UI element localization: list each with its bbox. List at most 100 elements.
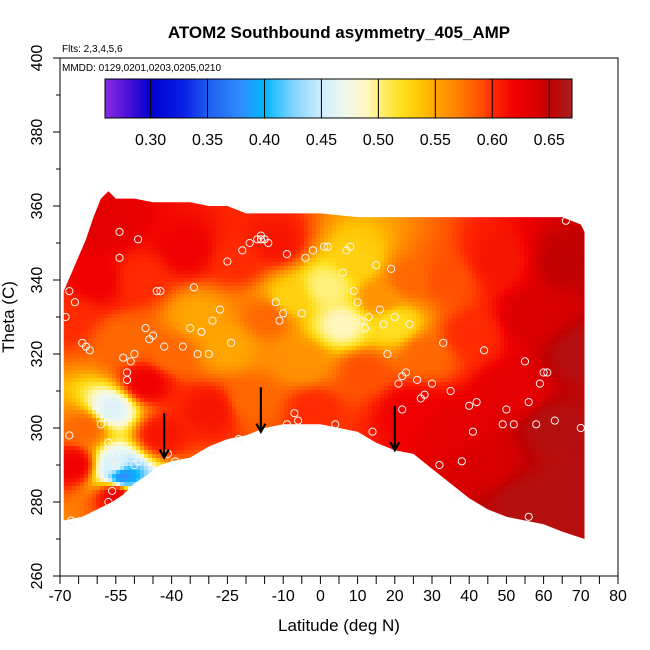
heatmap-cell — [224, 490, 228, 494]
heatmap-cell — [164, 246, 168, 250]
heatmap-cell — [204, 234, 208, 238]
heatmap-cell — [96, 214, 100, 218]
heatmap-cell — [80, 470, 84, 474]
heatmap-cell — [204, 318, 208, 322]
heatmap-cell — [244, 522, 248, 526]
heatmap-cell — [172, 306, 176, 310]
heatmap-cell — [164, 398, 168, 402]
heatmap-cell — [84, 246, 88, 250]
heatmap-cell — [140, 191, 144, 194]
heatmap-cell — [100, 470, 104, 474]
heatmap-cell — [276, 206, 280, 210]
heatmap-cell — [148, 326, 152, 330]
heatmap-cell — [168, 191, 172, 194]
heatmap-cell — [156, 494, 160, 498]
heatmap-cell — [140, 490, 144, 494]
heatmap-cell — [76, 414, 80, 418]
heatmap-cell — [148, 330, 152, 334]
heatmap-cell — [64, 350, 68, 354]
heatmap-cell — [168, 518, 172, 522]
heatmap-cell — [68, 310, 72, 314]
heatmap-cell — [112, 482, 116, 486]
heatmap-cell — [100, 282, 104, 286]
heatmap-cell — [68, 282, 72, 286]
heatmap-cell — [180, 214, 184, 218]
heatmap-cell — [120, 290, 124, 294]
heatmap-cell — [188, 326, 192, 330]
heatmap-cell — [144, 346, 148, 350]
heatmap-cell — [124, 250, 128, 254]
heatmap-cell — [280, 350, 284, 354]
heatmap-cell — [252, 538, 256, 539]
heatmap-cell — [64, 214, 68, 218]
heatmap-cell — [276, 370, 280, 374]
heatmap-cell — [112, 274, 116, 278]
heatmap-cell — [204, 286, 208, 290]
heatmap-cell — [212, 306, 216, 310]
heatmap-cell — [208, 418, 212, 422]
heatmap-cell — [140, 314, 144, 318]
heatmap-cell — [128, 374, 132, 378]
heatmap-cell — [220, 502, 224, 506]
heatmap-cell — [128, 502, 132, 506]
heatmap-cell — [188, 350, 192, 354]
heatmap-cell — [204, 338, 208, 342]
heatmap-cell — [180, 442, 184, 446]
heatmap-cell — [180, 454, 184, 458]
heatmap-cell — [252, 358, 256, 362]
heatmap-cell — [63, 458, 64, 462]
heatmap-cell — [252, 230, 256, 234]
heatmap-cell — [136, 194, 140, 198]
heatmap-cell — [160, 438, 164, 442]
heatmap-cell — [236, 298, 240, 302]
heatmap-cell — [176, 194, 180, 198]
heatmap-cell — [180, 462, 184, 466]
heatmap-cell — [76, 462, 80, 466]
heatmap-cell — [100, 390, 104, 394]
heatmap-cell — [284, 318, 288, 322]
heatmap-cell — [248, 394, 252, 398]
heatmap-cell — [280, 258, 284, 262]
heatmap-cell — [80, 442, 84, 446]
heatmap-cell — [176, 218, 180, 222]
heatmap-cell — [124, 414, 128, 418]
heatmap-cell — [76, 266, 80, 270]
heatmap-cell — [236, 522, 240, 526]
heatmap-cell — [240, 194, 244, 198]
heatmap-cell — [220, 422, 224, 426]
heatmap-cell — [220, 230, 224, 234]
heatmap-cell — [240, 310, 244, 314]
heatmap-cell — [132, 414, 136, 418]
heatmap-cell — [80, 390, 84, 394]
heatmap-cell — [184, 342, 188, 346]
heatmap-cell — [180, 458, 184, 462]
heatmap-cell — [128, 446, 132, 450]
heatmap-cell — [204, 418, 208, 422]
heatmap-cell — [144, 430, 148, 434]
heatmap-cell — [212, 490, 216, 494]
heatmap-cell — [264, 334, 268, 338]
heatmap-cell — [176, 386, 180, 390]
heatmap-cell — [144, 286, 148, 290]
heatmap-cell — [244, 338, 248, 342]
heatmap-cell — [112, 218, 116, 222]
heatmap-cell — [160, 314, 164, 318]
heatmap-cell — [284, 374, 288, 378]
heatmap-cell — [280, 206, 284, 210]
heatmap-cell — [228, 234, 232, 238]
heatmap-cell — [128, 490, 132, 494]
heatmap-cell — [188, 422, 192, 426]
heatmap-cell — [160, 191, 164, 194]
heatmap-cell — [268, 398, 272, 402]
heatmap-cell — [64, 358, 68, 362]
heatmap-cell — [80, 502, 84, 506]
heatmap-cell — [168, 354, 172, 358]
heatmap-cell — [192, 450, 196, 454]
heatmap-cell — [160, 230, 164, 234]
heatmap-cell — [200, 282, 204, 286]
heatmap-cell — [268, 482, 272, 486]
heatmap-cell — [192, 402, 196, 406]
heatmap-cell — [92, 522, 96, 526]
heatmap-cell — [88, 354, 92, 358]
heatmap-cell — [68, 338, 72, 342]
